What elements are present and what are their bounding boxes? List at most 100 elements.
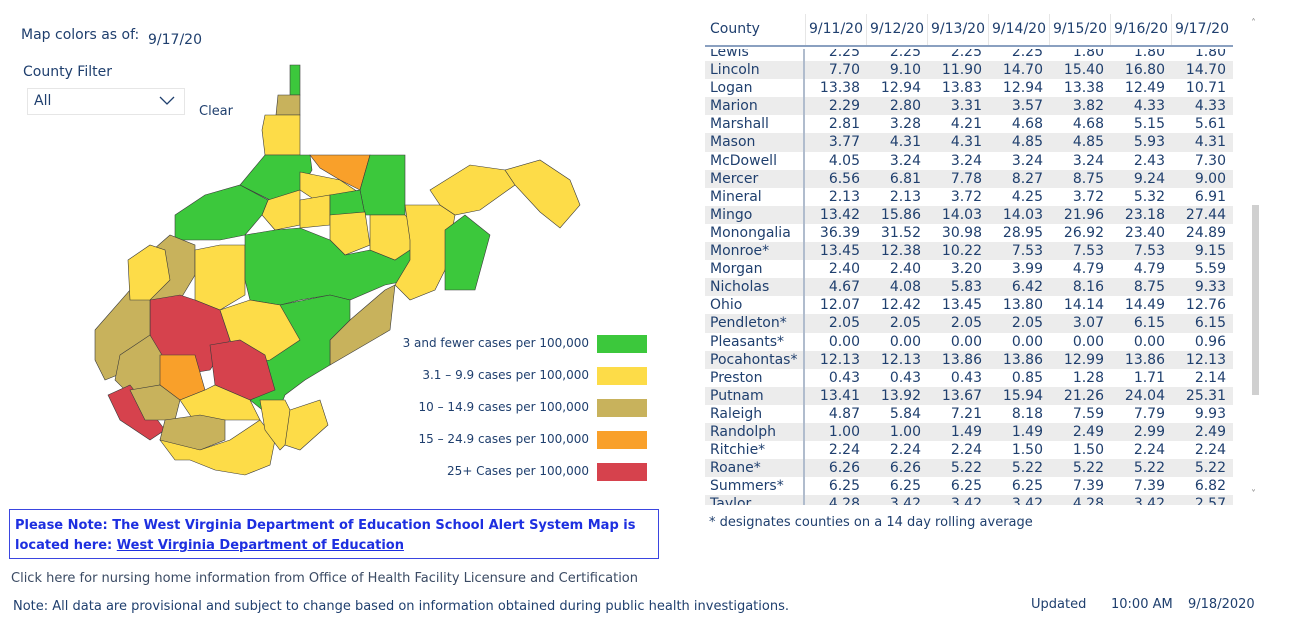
county-shape[interactable] bbox=[127, 244, 171, 301]
rate-cell: 6.25 bbox=[828, 478, 860, 495]
rate-cell: 6.82 bbox=[1194, 478, 1226, 495]
county-shape[interactable] bbox=[159, 419, 276, 476]
rate-cell: 9.24 bbox=[1133, 170, 1165, 187]
rate-cell: 7.59 bbox=[1072, 405, 1104, 422]
rate-cell: 8.27 bbox=[1011, 170, 1043, 187]
county-filter-label: County Filter bbox=[23, 64, 112, 80]
updated-label: Updated bbox=[1031, 597, 1087, 612]
clear-button[interactable]: Clear bbox=[199, 104, 233, 119]
county-name-cell: Lincoln bbox=[705, 61, 805, 80]
county-name-cell: Pleasants* bbox=[705, 332, 805, 351]
rate-cell: 3.42 bbox=[889, 496, 921, 505]
county-shape[interactable] bbox=[289, 64, 301, 96]
rate-cell: 3.57 bbox=[1011, 98, 1043, 115]
doe-link[interactable]: West Virginia Department of Education bbox=[116, 538, 404, 553]
county-shape[interactable] bbox=[129, 384, 181, 421]
rate-cell: 2.25 bbox=[950, 49, 982, 60]
county-name-cell: Morgan bbox=[705, 260, 805, 279]
ohflac-link[interactable]: Office of Health Facility Licensure and … bbox=[308, 571, 639, 586]
county-name-cell: Marion bbox=[705, 97, 805, 116]
rate-cell: 13.67 bbox=[941, 387, 982, 404]
rate-cell: 2.25 bbox=[889, 49, 921, 60]
rate-cell: 2.40 bbox=[828, 261, 860, 278]
rate-cell: 12.49 bbox=[1124, 80, 1165, 97]
county-name-cell: Randolph bbox=[705, 422, 805, 442]
rate-cell: 2.14 bbox=[1194, 369, 1226, 386]
county-shape[interactable] bbox=[194, 244, 246, 311]
legend-item: 15 – 24.9 cases per 100,000 bbox=[395, 431, 647, 449]
rate-cell: 7.39 bbox=[1072, 478, 1104, 495]
rate-cell: 4.68 bbox=[1011, 116, 1043, 133]
rate-cell: 1.80 bbox=[1072, 49, 1104, 60]
county-name-cell: Monongalia bbox=[705, 223, 805, 243]
county-rate-table: County 9/11/20 9/12/20 9/13/20 9/14/20 9/15/2… bbox=[705, 14, 1233, 506]
scroll-up-icon[interactable]: ˄ bbox=[1251, 18, 1256, 29]
county-filter-dropdown[interactable]: All bbox=[27, 88, 185, 115]
rate-cell: 9.00 bbox=[1194, 170, 1226, 187]
rate-cell: 7.53 bbox=[1011, 243, 1043, 260]
county-shape[interactable] bbox=[275, 94, 301, 116]
rate-cell: 1.50 bbox=[1072, 442, 1104, 459]
rate-cell: 4.85 bbox=[1011, 134, 1043, 151]
county-shape[interactable] bbox=[284, 399, 329, 451]
scrollbar-thumb[interactable] bbox=[1252, 205, 1259, 395]
column-header-date[interactable]: 9/16/20 bbox=[1110, 14, 1171, 45]
county-shape[interactable] bbox=[504, 159, 581, 229]
rate-cell: 2.05 bbox=[828, 315, 860, 332]
rate-cell: 26.92 bbox=[1063, 224, 1104, 241]
table-row: Nicholas 4.67 4.08 5.83 6.42 8.16 8.75 9.33 bbox=[705, 278, 1233, 297]
county-name-cell: Mingo bbox=[705, 205, 805, 224]
legend-label: 3 and fewer cases per 100,000 bbox=[402, 336, 589, 350]
table-footnote: * designates counties on a 14 day rollin… bbox=[709, 515, 1033, 530]
rate-cell: 2.40 bbox=[889, 261, 921, 278]
rate-cell: 2.24 bbox=[1133, 442, 1165, 459]
rate-cell: 4.31 bbox=[889, 134, 921, 151]
county-shape[interactable] bbox=[309, 154, 371, 191]
map-colors-date: 9/17/20 bbox=[148, 32, 202, 48]
county-shape[interactable] bbox=[261, 114, 301, 156]
rate-cell: 6.26 bbox=[828, 460, 860, 477]
rate-cell: 6.25 bbox=[950, 478, 982, 495]
rate-cell: 12.13 bbox=[880, 351, 921, 368]
column-header-date[interactable]: 9/14/20 bbox=[988, 14, 1049, 45]
county-name-cell: Putnam bbox=[705, 386, 805, 405]
rate-cell: 9.15 bbox=[1194, 243, 1226, 260]
column-header-date[interactable]: 9/12/20 bbox=[866, 14, 927, 45]
table-scrollbar[interactable]: ˄ ˅ bbox=[1250, 18, 1262, 500]
rate-cell: 16.80 bbox=[1124, 62, 1165, 79]
table-row: Lewis 2.25 2.25 2.25 2.25 1.80 1.80 1.80 bbox=[705, 49, 1233, 62]
rate-cell: 10.22 bbox=[941, 243, 982, 260]
rate-cell: 6.81 bbox=[889, 170, 921, 187]
rate-cell: 3.82 bbox=[1072, 98, 1104, 115]
map-colors-label: Map colors as of: bbox=[21, 27, 140, 43]
rate-cell: 6.15 bbox=[1194, 315, 1226, 332]
rate-cell: 2.13 bbox=[828, 188, 860, 205]
rate-cell: 0.00 bbox=[1011, 333, 1043, 350]
column-header-date[interactable]: 9/11/20 bbox=[805, 14, 866, 45]
scroll-down-icon[interactable]: ˅ bbox=[1251, 489, 1256, 500]
column-header-date[interactable]: 9/13/20 bbox=[927, 14, 988, 45]
county-shape[interactable] bbox=[444, 214, 491, 291]
table-row: Randolph 1.00 1.00 1.49 1.49 2.49 2.99 2.49 bbox=[705, 422, 1233, 442]
rate-cell: 12.13 bbox=[1185, 351, 1226, 368]
column-header-county[interactable]: County bbox=[710, 21, 760, 37]
table-row: Pendleton* 2.05 2.05 2.05 2.05 3.07 6.15 6.15 bbox=[705, 314, 1233, 333]
rate-cell: 3.20 bbox=[950, 261, 982, 278]
county-filter-value: All bbox=[34, 93, 52, 109]
county-shape[interactable] bbox=[174, 184, 269, 241]
table-header: County 9/11/20 9/12/20 9/13/20 9/14/20 9/15/2… bbox=[705, 14, 1233, 47]
legend-swatch bbox=[597, 399, 647, 417]
county-shape[interactable] bbox=[429, 164, 516, 216]
rate-cell: 2.49 bbox=[1194, 423, 1226, 440]
county-shape[interactable] bbox=[329, 211, 371, 256]
county-map[interactable] bbox=[0, 0, 700, 500]
column-header-date[interactable]: 9/15/20 bbox=[1049, 14, 1110, 45]
rate-cell: 1.80 bbox=[1133, 49, 1165, 60]
column-header-date[interactable]: 9/17/20 bbox=[1171, 14, 1232, 45]
rate-cell: 2.43 bbox=[1133, 152, 1165, 169]
rate-cell: 9.93 bbox=[1194, 405, 1226, 422]
county-shape[interactable] bbox=[299, 194, 331, 229]
rate-cell: 13.45 bbox=[941, 297, 982, 314]
county-name-cell: Preston bbox=[705, 368, 805, 387]
table-row: Summers* 6.25 6.25 6.25 6.25 7.39 7.39 6.82 bbox=[705, 477, 1233, 496]
